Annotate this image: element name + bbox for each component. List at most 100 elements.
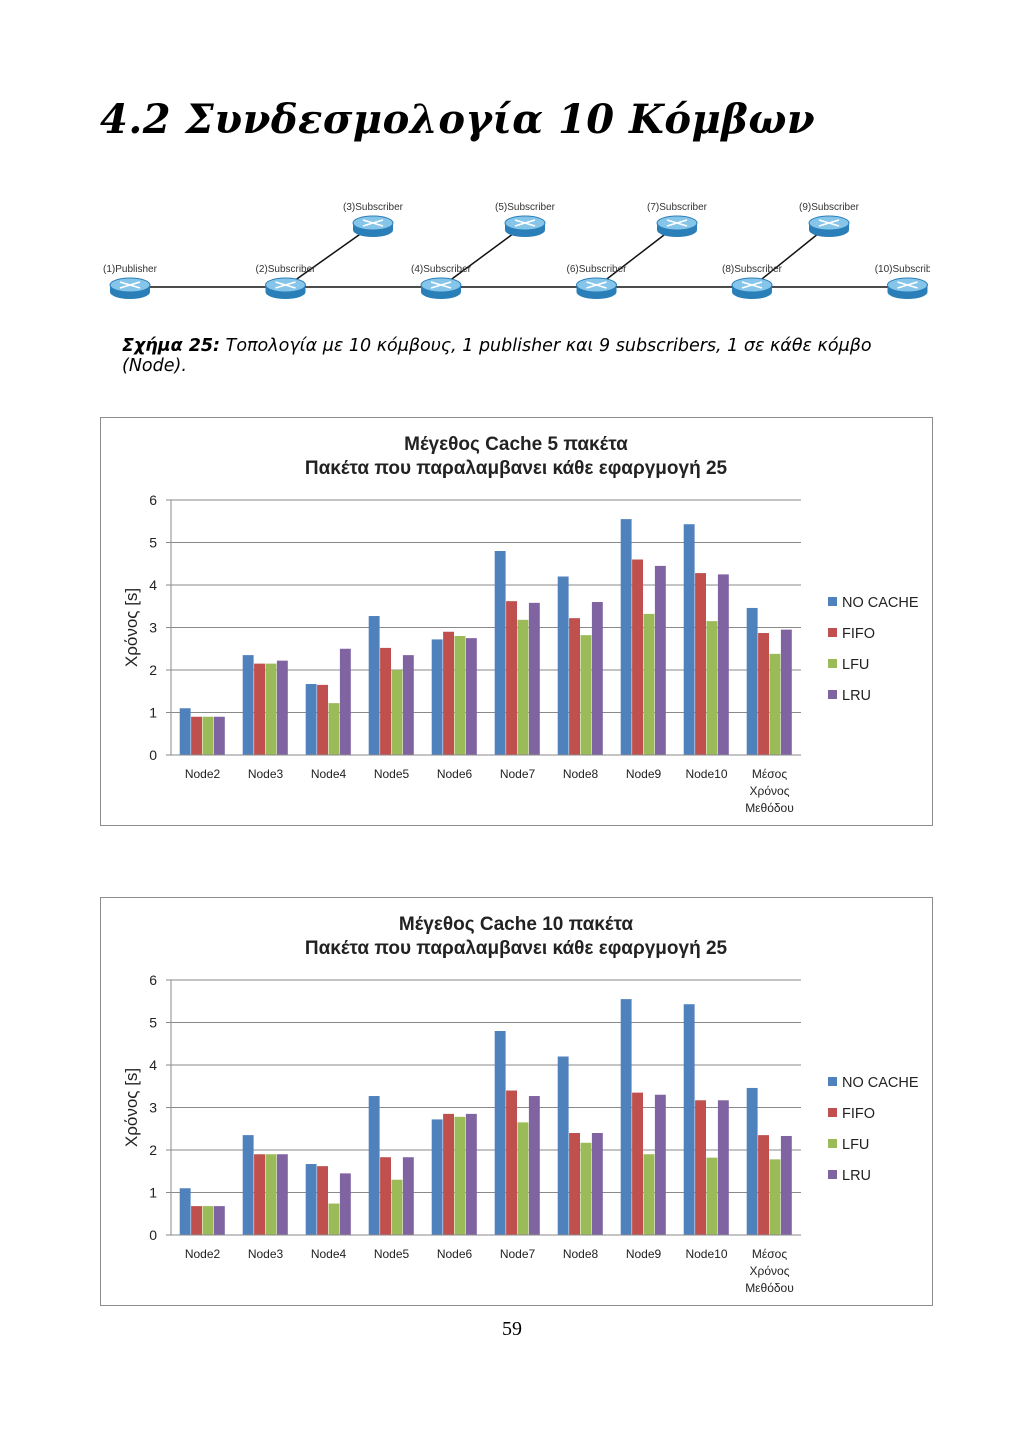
chart-cache-5-ytick-label: 1 [149, 705, 157, 721]
chart-cache-10-bar-no-cache [746, 1087, 758, 1235]
chart-cache-10-legend-label: LRU [842, 1168, 871, 1184]
topology-node-label: (4)Subscriber [411, 264, 472, 275]
chart-cache-5-bar-fifo [317, 684, 328, 755]
chart-cache-10-bar-lfu [706, 1157, 718, 1235]
chart-cache-10-legend-label: LFU [842, 1137, 869, 1153]
chart-cache-5-bar-no-cache [746, 607, 758, 755]
topology-node-label: (2)Subscriber [255, 264, 316, 275]
chart-cache-10-legend-swatch [828, 1170, 837, 1179]
chart-cache-10-bar-lru [591, 1133, 603, 1235]
chart-cache-5-bar-fifo [758, 633, 769, 755]
router-icon [504, 215, 546, 237]
chart-cache-10-bar-lru [276, 1154, 288, 1235]
chart-cache-5-bar-fifo [191, 716, 202, 755]
topology-node-label: (8)Subscriber [722, 264, 783, 275]
chart-cache-10-legend-label: FIFO [842, 1106, 875, 1122]
chart-cache-5-bar-lfu [202, 716, 214, 755]
chart-cache-5-bar-lru [213, 716, 225, 755]
topology-node-label: (6)Subscriber [566, 264, 627, 275]
chart-cache-5-bar-no-cache [494, 551, 506, 755]
chart-cache-5-bar-lfu [517, 619, 529, 755]
chart-cache-5-bar-lru [276, 660, 288, 755]
chart-cache-10-bar-no-cache [242, 1135, 254, 1235]
chart-cache-5-bar-no-cache [557, 576, 569, 755]
chart-cache-5-bar-no-cache [242, 655, 254, 755]
chart-cache-5-svg: Μέγεθος Cache 5 πακέτα Πακέτα που παραλαμ… [122, 434, 919, 815]
chart-cache-5-bar-lfu [769, 653, 781, 755]
chart-cache-5-bar-no-cache [620, 519, 632, 755]
chart-cache-5-bar-lru [339, 648, 351, 755]
chart-cache-10-bar-fifo [380, 1157, 391, 1235]
chart-cache-10-bar-lru [528, 1096, 540, 1235]
network-topology-diagram: (1)Publisher (2)Subscriber (3)Subscriber (4… [103, 202, 930, 299]
chart-cache-10-bar-fifo [191, 1206, 202, 1235]
chart-cache-10-bar-no-cache [557, 1056, 569, 1235]
chart-cache-10-bar-lfu [643, 1154, 655, 1235]
chart-cache-10-bar-no-cache [368, 1096, 380, 1235]
chart-cache-10-xtick-label: Node3 [248, 1247, 284, 1261]
chart-cache-10-ylabel: Χρόνος [s] [122, 1068, 141, 1147]
chart-cache-5-bar-lfu [265, 663, 277, 755]
topology-node-label: (3)Subscriber [343, 202, 404, 213]
topology-node-label: (1)Publisher [103, 264, 158, 275]
chart-cache-10-ytick-label: 5 [149, 1015, 157, 1031]
chart-cache-10-bar-lru [465, 1113, 477, 1235]
chart-cache-5-ytick-label: 4 [149, 577, 157, 593]
router-icon [731, 277, 773, 299]
chart-cache-5-legend-label: LFU [842, 657, 869, 673]
figure-caption: Σχήμα 25: Τοπολογία με 10 κόμβους, 1 pub… [122, 336, 922, 376]
chart-cache-5-legend-swatch [828, 597, 837, 606]
chart-cache-10-title: Μέγεθος Cache 10 πακέτα [399, 914, 634, 935]
chart-cache-5-xtick-label: Node2 [185, 767, 221, 781]
topology-node-label: (7)Subscriber [647, 202, 708, 213]
chart-cache-5-bar-fifo [569, 618, 580, 755]
router-icon [265, 277, 306, 299]
chart-cache-10-bar-no-cache [305, 1164, 317, 1235]
chart-cache-10-subtitle: Πακέτα που παραλαμβανει κάθε εφαργμογή 2… [305, 938, 728, 959]
chart-cache-10-bar-lru [717, 1100, 729, 1235]
chart-cache-10-bar-no-cache [179, 1188, 191, 1235]
router-icon [352, 215, 394, 237]
chart-cache-5-legend-label: FIFO [842, 626, 875, 642]
chart-cache-5-bar-lfu [706, 621, 718, 755]
chart-cache-10-bar-no-cache [431, 1119, 443, 1235]
chart-cache-5-ytick-label: 6 [149, 492, 157, 508]
chart-cache-5-bar-no-cache [305, 684, 317, 755]
chart-cache-10-bar-lfu [454, 1116, 466, 1235]
chart-cache-10: Μέγεθος Cache 10 πακέτα Πακέτα που παραλα… [100, 897, 933, 1306]
chart-cache-5-bar-fifo [695, 573, 706, 755]
chart-cache-5-xtick-label: Node5 [374, 767, 410, 781]
chart-cache-10-bar-fifo [443, 1113, 454, 1235]
chart-cache-10-bar-lru [402, 1157, 414, 1235]
chart-cache-10-legend-swatch [828, 1139, 837, 1148]
chart-cache-5-xtick-label: Node4 [311, 767, 347, 781]
chart-cache-10-bar-lfu [202, 1206, 214, 1235]
chart-cache-5-bar-lru [717, 574, 729, 755]
chart-cache-5-xtick-label: Node6 [437, 767, 473, 781]
chart-cache-5-xtick-label: Node9 [626, 767, 662, 781]
chart-cache-10-bar-fifo [632, 1092, 643, 1235]
chart-cache-10-bar-lfu [265, 1154, 277, 1235]
chart-cache-5-xtick-label: Μέσος Χρόνος Μεθόδου [745, 767, 794, 815]
chart-cache-10-ytick-label: 4 [149, 1057, 157, 1073]
chart-cache-10-bar-fifo [506, 1090, 517, 1235]
chart-cache-10-bar-lfu [328, 1203, 340, 1235]
chart-cache-10-bar-lru [780, 1135, 792, 1235]
chart-cache-10-xtick-label: Node6 [437, 1247, 473, 1261]
chart-cache-10-bar-lru [654, 1094, 666, 1235]
chart-cache-5-bar-fifo [254, 663, 265, 755]
chart-cache-5-bar-lfu [328, 703, 340, 755]
chart-cache-10-bar-no-cache [683, 1004, 695, 1235]
router-icon [420, 277, 462, 299]
chart-cache-10-bar-lfu [517, 1122, 529, 1235]
chart-cache-5-subtitle: Πακέτα που παραλαμβανει κάθε εφαργμογή 2… [305, 458, 728, 479]
chart-cache-10-xtick-label: Node8 [563, 1247, 599, 1261]
chart-cache-5-ytick-label: 3 [149, 620, 157, 636]
chart-cache-5-bar-lru [465, 638, 477, 755]
chart-cache-5-bar-lru [654, 565, 666, 755]
chart-cache-10-legend-swatch [828, 1077, 837, 1086]
chart-cache-5-bar-no-cache [431, 639, 443, 755]
chart-cache-5-bar-no-cache [683, 524, 695, 755]
topology-node-label: (9)Subscriber [799, 202, 860, 213]
chart-cache-5-bar-no-cache [368, 616, 380, 755]
